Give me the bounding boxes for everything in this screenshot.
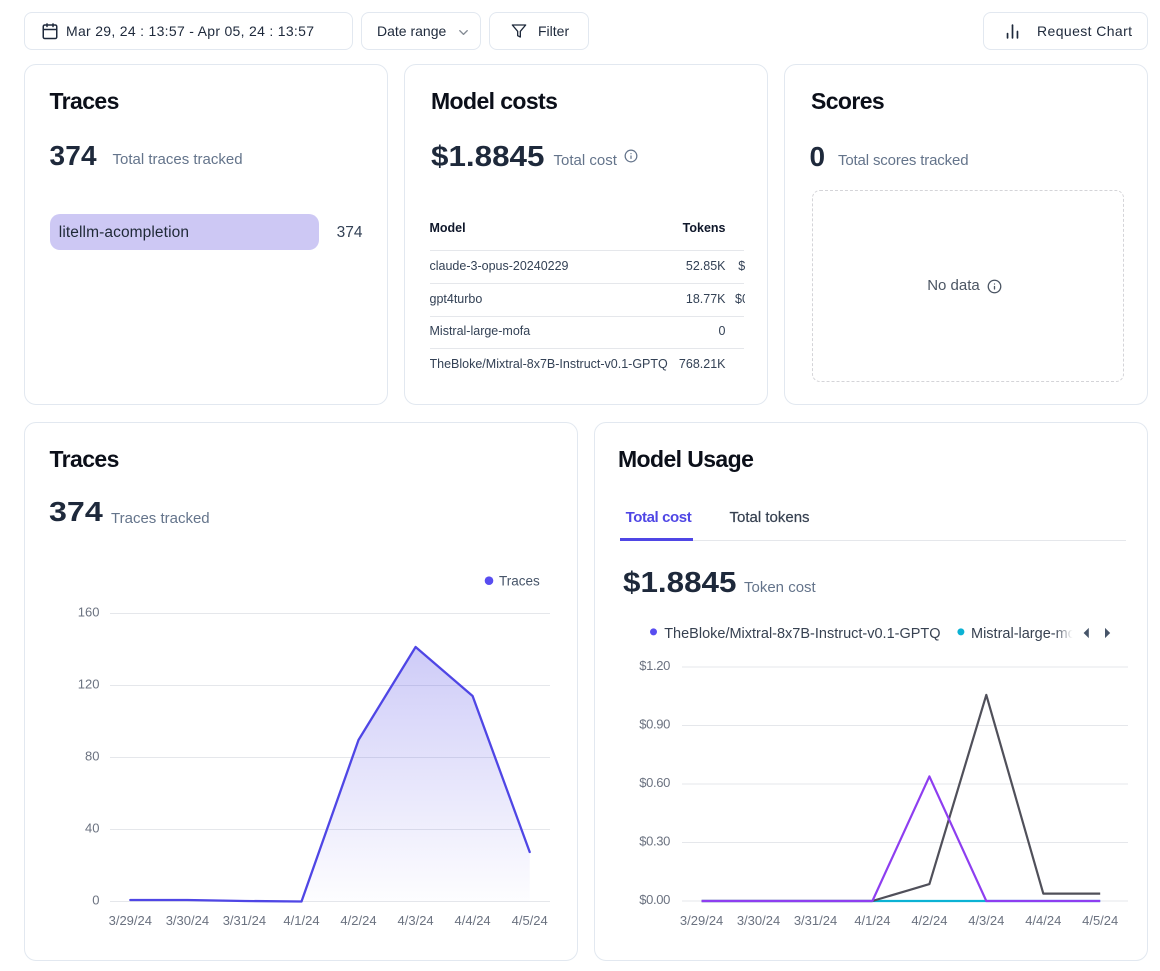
svg-text:Traces: Traces xyxy=(499,573,540,588)
svg-text:$0.00: $0.00 xyxy=(639,892,670,907)
svg-text:3/30/24: 3/30/24 xyxy=(166,913,209,928)
svg-text:4/2/24: 4/2/24 xyxy=(911,913,947,928)
svg-text:$1.20: $1.20 xyxy=(639,658,670,673)
svg-text:4/1/24: 4/1/24 xyxy=(283,913,319,928)
svg-text:0: 0 xyxy=(92,893,99,908)
svg-text:$0.60: $0.60 xyxy=(639,775,670,790)
svg-text:4/2/24: 4/2/24 xyxy=(340,913,376,928)
svg-text:3/29/24: 3/29/24 xyxy=(109,913,152,928)
svg-text:4/4/24: 4/4/24 xyxy=(1025,913,1061,928)
svg-text:4/5/24: 4/5/24 xyxy=(1082,913,1118,928)
svg-text:3/31/24: 3/31/24 xyxy=(223,913,266,928)
svg-text:4/1/24: 4/1/24 xyxy=(854,913,890,928)
svg-text:40: 40 xyxy=(85,821,99,836)
svg-text:4/4/24: 4/4/24 xyxy=(455,913,491,928)
svg-text:4/3/24: 4/3/24 xyxy=(398,913,434,928)
svg-text:4/3/24: 4/3/24 xyxy=(968,913,1004,928)
svg-text:3/29/24: 3/29/24 xyxy=(680,913,723,928)
svg-text:$0.90: $0.90 xyxy=(639,717,670,732)
svg-text:4/5/24: 4/5/24 xyxy=(512,913,548,928)
svg-text:3/30/24: 3/30/24 xyxy=(737,913,780,928)
svg-text:160: 160 xyxy=(78,605,100,620)
svg-text:3/31/24: 3/31/24 xyxy=(794,913,837,928)
svg-text:$0.30: $0.30 xyxy=(639,834,670,849)
svg-text:80: 80 xyxy=(85,749,99,764)
svg-text:120: 120 xyxy=(78,677,100,692)
